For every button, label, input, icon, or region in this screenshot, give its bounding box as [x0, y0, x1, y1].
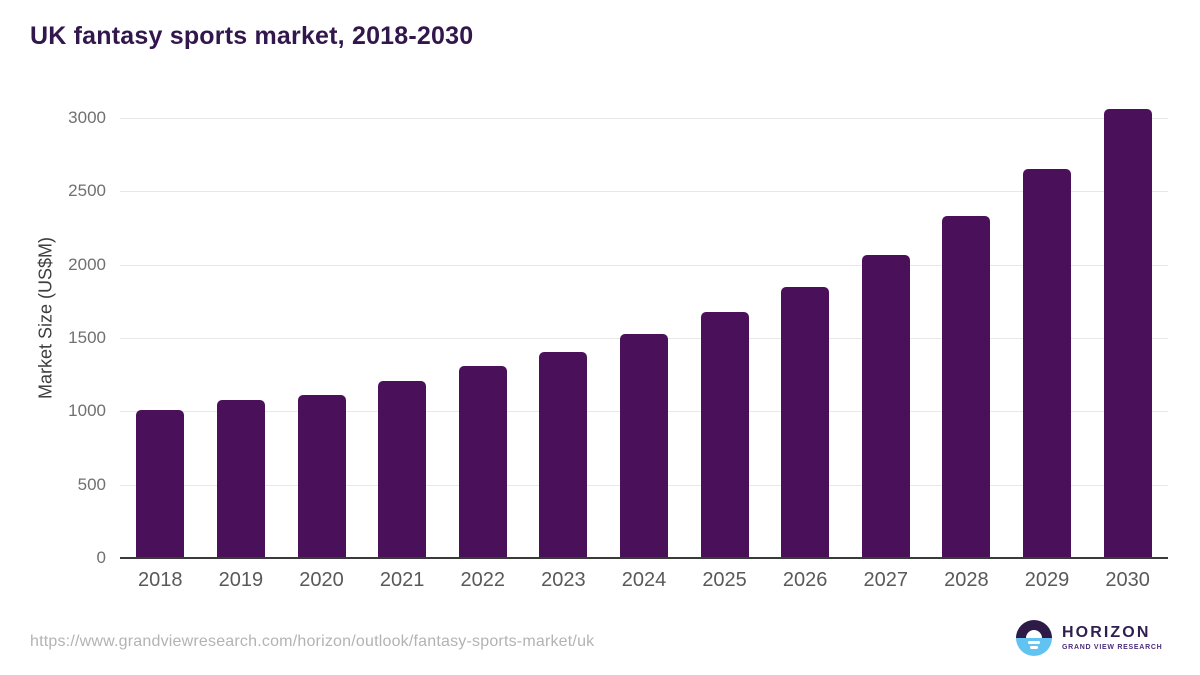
x-tick-label: 2028 — [944, 569, 989, 591]
x-axis-tick-labels: 2018 2019 2020 2021 2022 2023 2024 2025 2026 2027… — [120, 569, 1168, 592]
reflection-line — [1028, 641, 1040, 644]
y-tick-label: 0 — [96, 548, 106, 567]
bar-2028 — [942, 216, 991, 558]
x-tick-label: 2027 — [863, 569, 909, 591]
x-tick-label: 2020 — [299, 569, 344, 591]
x-tick-label: 2019 — [218, 569, 264, 591]
x-axis-line — [120, 557, 1168, 559]
y-tick-label: 2500 — [68, 181, 106, 200]
bar-slot — [765, 287, 846, 558]
bar-slot — [604, 334, 685, 558]
bar-slot — [1087, 109, 1168, 558]
horizon-logo: HORIZON GRAND VIEW RESEARCH — [1016, 620, 1162, 656]
bar-slot — [120, 410, 201, 558]
bar-2025 — [700, 312, 749, 558]
bar-2018 — [136, 410, 185, 558]
reflection-line — [1030, 646, 1038, 649]
x-tick-label: 2024 — [621, 569, 667, 591]
y-tick-label: 1500 — [68, 328, 106, 347]
bar-slot — [1007, 169, 1088, 558]
gridline — [120, 118, 1168, 119]
bar-slot — [201, 400, 282, 558]
bar-2020 — [297, 395, 346, 558]
bar-2024 — [619, 334, 668, 558]
y-tick-label: 1000 — [68, 401, 106, 420]
logo-text: HORIZON GRAND VIEW RESEARCH — [1062, 623, 1163, 652]
bar-2029 — [1023, 169, 1071, 558]
bar-slot — [845, 255, 926, 558]
sunrise-horizon-circle-icon — [1016, 620, 1052, 656]
bar-slot — [281, 395, 362, 558]
bar-2026 — [781, 287, 830, 558]
logo-subtitle: GRAND VIEW RESEARCH — [1062, 644, 1163, 652]
source-url: https://www.grandviewresearch.com/horizo… — [30, 633, 595, 650]
logo-name: HORIZON — [1062, 623, 1151, 641]
bar-slot — [442, 366, 523, 558]
bar-slot — [362, 381, 443, 558]
x-tick-label: 2023 — [541, 569, 586, 591]
sun-dome-shape — [1026, 630, 1042, 638]
bar-2030 — [1103, 109, 1152, 558]
bar-2022 — [458, 366, 507, 558]
x-tick-label: 2022 — [460, 569, 505, 591]
bar-2021 — [378, 381, 427, 558]
x-tick-label: 2021 — [379, 569, 425, 591]
bar-slot — [684, 312, 765, 558]
bar-2019 — [216, 400, 265, 558]
x-tick-label: 2025 — [702, 569, 747, 591]
plot-area — [120, 109, 1168, 558]
x-tick-label: 2018 — [138, 569, 183, 591]
gridline — [120, 191, 1168, 192]
bar-slot — [523, 352, 604, 558]
bar-slot — [926, 216, 1007, 558]
x-tick-label: 2030 — [1105, 569, 1150, 591]
bar-2027 — [861, 255, 910, 558]
y-tick-label: 2000 — [68, 255, 106, 274]
x-tick-label: 2029 — [1024, 569, 1070, 591]
y-tick-label: 3000 — [68, 108, 106, 127]
chart-title: UK fantasy sports market, 2018-2030 — [30, 22, 474, 50]
x-tick-label: 2026 — [782, 569, 828, 591]
bar-2023 — [539, 352, 588, 558]
y-tick-label: 500 — [77, 475, 106, 494]
gridline — [120, 265, 1168, 266]
